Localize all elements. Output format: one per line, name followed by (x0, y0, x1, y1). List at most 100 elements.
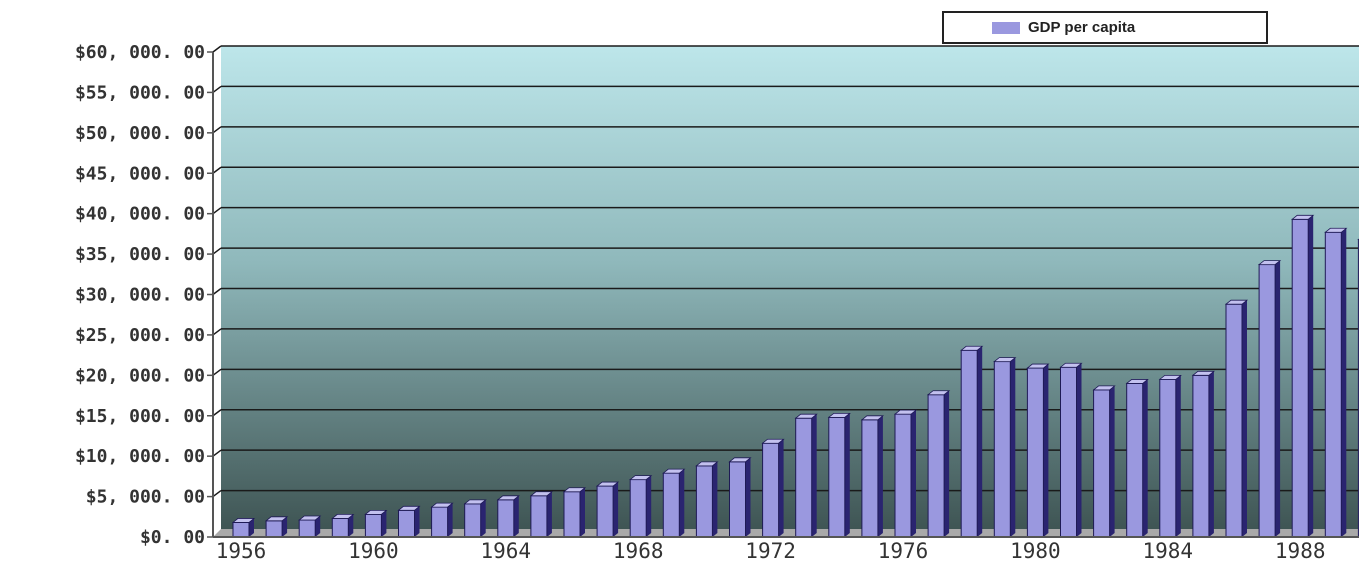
y-tick-label: $25, 000. 00 (75, 325, 205, 346)
bar-side (1208, 371, 1214, 537)
bar-top (1026, 363, 1050, 369)
bar-side (844, 413, 850, 537)
bar-top (331, 514, 355, 519)
bar-top (1291, 214, 1315, 220)
bar-side (1010, 357, 1016, 537)
bar-side (513, 495, 519, 537)
bar-1974 (827, 412, 851, 538)
y-tick-label: $60, 000. 00 (75, 42, 205, 63)
bar-1979 (993, 357, 1017, 538)
bar-1956 (231, 518, 256, 538)
bar-side (1275, 260, 1281, 537)
bar-side (778, 439, 784, 537)
gridline-diag (212, 287, 222, 296)
bar-1968 (629, 475, 653, 538)
bar-side (911, 410, 916, 537)
bar-front (464, 503, 482, 538)
bar-1960 (364, 509, 388, 538)
bar-top (529, 491, 554, 497)
bar-side (414, 506, 420, 537)
bar-front (1258, 264, 1276, 538)
bar-front (861, 419, 879, 538)
bar-side (944, 390, 950, 537)
bar-1983 (1125, 379, 1149, 538)
bar-front (1225, 303, 1243, 538)
bar-side (1308, 215, 1314, 537)
plot-background (221, 46, 1359, 529)
bar-top (397, 505, 421, 511)
bar-top (960, 345, 984, 351)
bar-1980 (1026, 363, 1050, 538)
x-tick-label: 1984 (1143, 539, 1194, 562)
x-tick-label: 1980 (1010, 539, 1061, 562)
bar-top (264, 516, 289, 522)
bar-front (1060, 366, 1077, 538)
bar-1963 (463, 499, 487, 538)
bar-1958 (298, 515, 322, 538)
bar-top (231, 518, 256, 523)
gridline-diag (212, 45, 222, 53)
bar-top (860, 415, 885, 421)
gridline-diag (212, 126, 222, 134)
bar-1982 (1092, 385, 1116, 538)
bar-side (613, 482, 619, 537)
gridline-diag (212, 85, 222, 94)
bar-1966 (562, 487, 587, 538)
bar-1985 (1191, 370, 1216, 538)
x-tick-label: 1972 (745, 539, 796, 562)
bar-top (496, 495, 520, 501)
bar-1969 (662, 468, 686, 538)
gridline-diag (212, 489, 222, 498)
y-tick-label: $0. 00 (140, 527, 205, 548)
bar-top (1224, 299, 1249, 305)
bar-front (232, 521, 250, 538)
legend-label: GDP per capita (1028, 19, 1136, 36)
bar-top (662, 468, 686, 474)
bar-side (249, 518, 254, 537)
gridline-diag (212, 409, 222, 417)
bar-1981 (1059, 362, 1083, 538)
bar-side (1341, 228, 1347, 537)
bar-front (960, 349, 978, 538)
bar-side (679, 469, 685, 537)
bar-top (893, 409, 918, 415)
x-tick-label: 1964 (481, 539, 532, 562)
y-tick-label: $40, 000. 00 (75, 204, 205, 225)
y-tick-label: $45, 000. 00 (75, 163, 205, 184)
bar-1989 (1324, 227, 1348, 538)
bar-side (877, 415, 883, 537)
bar-side (447, 503, 453, 537)
bar-front (596, 485, 614, 538)
bar-1975 (860, 415, 885, 538)
legend-swatch (992, 21, 1020, 34)
bar-front (1291, 218, 1309, 538)
bar-1987 (1257, 260, 1282, 538)
bar-top (827, 412, 851, 418)
bar-1972 (761, 438, 785, 538)
y-tick-label: $35, 000. 00 (75, 244, 205, 265)
y-tick-label: $10, 000. 00 (75, 446, 205, 467)
bar-side (646, 475, 652, 537)
bar-top (926, 390, 951, 396)
bar-top (728, 457, 752, 463)
gridline-diag (212, 449, 222, 457)
bar-side (480, 499, 486, 537)
bar-top (298, 515, 322, 521)
gridline-diag (212, 166, 222, 174)
bar-top (695, 461, 719, 467)
bar-side (1175, 375, 1181, 537)
bar-top (629, 475, 653, 481)
bar-front (431, 506, 449, 538)
legend: GDP per capita (942, 11, 1268, 44)
bar-side (348, 514, 354, 537)
bar-front (497, 499, 515, 538)
bar-front (828, 416, 846, 538)
bar-top (993, 357, 1017, 362)
bar-front (1324, 231, 1342, 538)
bar-side (315, 516, 321, 537)
x-tick-label: 1960 (348, 539, 399, 562)
bar-front (331, 517, 349, 538)
bar-1961 (397, 505, 421, 538)
x-tick-label: 1956 (216, 539, 267, 562)
bar-side (1076, 363, 1082, 537)
